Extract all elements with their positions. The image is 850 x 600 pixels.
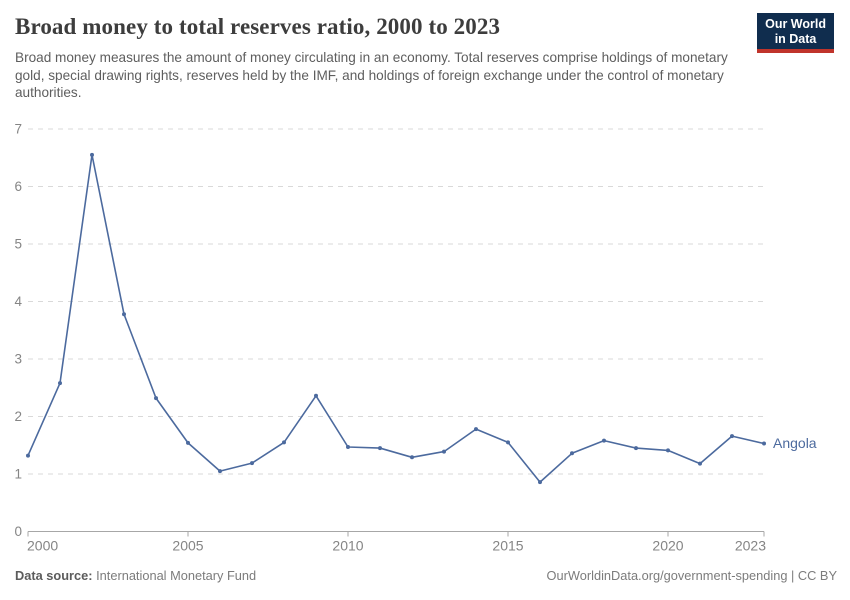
y-tick-label-3: 3 — [14, 352, 22, 367]
point-angola-2020 — [666, 448, 670, 453]
point-angola-2012 — [410, 455, 414, 460]
x-tick-label-2020: 2020 — [652, 538, 683, 554]
point-angola-2014 — [474, 427, 478, 432]
point-angola-2006 — [218, 469, 222, 474]
chart-title: Broad money to total reserves ratio, 200… — [15, 14, 501, 39]
x-tick-label-2005: 2005 — [172, 538, 203, 554]
y-axis-labels: 0 1 2 3 4 5 6 7 — [14, 122, 22, 540]
data-source: Data source: International Monetary Fund — [15, 568, 256, 583]
point-angola-2023 — [762, 441, 766, 446]
gridlines — [28, 128, 764, 475]
y-tick-label-4: 4 — [14, 294, 22, 309]
owid-logo[interactable]: Our World in Data — [757, 13, 834, 53]
y-tick-label-6: 6 — [14, 179, 22, 194]
logo-line-2: in Data — [774, 31, 817, 46]
x-axis-labels: 2000 2005 2010 2015 2020 2023 — [27, 538, 766, 554]
chart-subtitle: Broad money measures the amount of money… — [15, 50, 728, 101]
point-angola-2021 — [698, 461, 702, 466]
point-angola-2001 — [58, 381, 62, 386]
series-line-angola — [26, 152, 766, 485]
point-angola-2015 — [506, 440, 510, 445]
x-tick-label-2015: 2015 — [492, 538, 523, 554]
point-angola-2011 — [378, 446, 382, 451]
point-angola-2019 — [634, 446, 638, 451]
point-angola-2003 — [122, 312, 126, 317]
x-tick-label-2023: 2023 — [735, 538, 766, 554]
chart-footer: Data source: International Monetary Fund… — [15, 568, 837, 583]
y-tick-label-5: 5 — [14, 237, 22, 252]
credit-link[interactable]: OurWorldinData.org/government-spending |… — [546, 568, 837, 583]
x-axis — [27, 531, 765, 537]
point-angola-2010 — [346, 445, 350, 449]
y-tick-label-0: 0 — [14, 524, 22, 539]
y-tick-label-2: 2 — [14, 409, 22, 424]
x-tick-label-2010: 2010 — [332, 538, 363, 554]
entity-label-angola[interactable]: Angola — [773, 435, 817, 451]
chart-header: Broad money to total reserves ratio, 200… — [15, 13, 835, 102]
point-angola-2000 — [26, 453, 30, 458]
point-angola-2008 — [282, 440, 286, 445]
point-angola-2022 — [730, 434, 734, 439]
point-angola-2009 — [314, 393, 318, 398]
series-end-label[interactable]: Angola — [773, 435, 817, 451]
x-tick-label-2000: 2000 — [27, 538, 58, 554]
point-angola-2017 — [570, 451, 574, 456]
point-angola-2013 — [442, 449, 446, 454]
point-angola-2007 — [250, 461, 254, 466]
data-source-label: Data source: — [15, 568, 93, 583]
point-angola-2018 — [602, 438, 606, 443]
y-tick-label-7: 7 — [14, 122, 22, 137]
point-angola-2005 — [186, 440, 190, 445]
y-tick-label-1: 1 — [14, 467, 22, 482]
data-source-value: International Monetary Fund — [96, 568, 257, 583]
point-angola-2002 — [90, 152, 94, 157]
line-angola — [27, 154, 765, 483]
point-angola-2016 — [538, 480, 542, 485]
logo-line-1: Our World — [765, 17, 826, 31]
point-angola-2004 — [154, 396, 158, 401]
